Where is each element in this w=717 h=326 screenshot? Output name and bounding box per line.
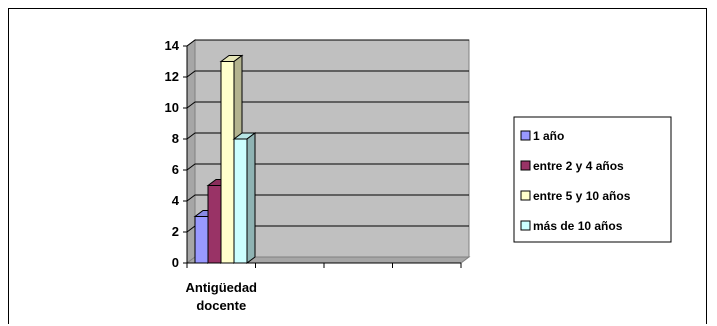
legend-box [513, 116, 672, 243]
legend-swatch [520, 220, 531, 231]
legend-swatch [520, 160, 531, 171]
legend-swatch [520, 130, 531, 141]
y-tick-label: 10 [165, 100, 179, 115]
legend-label: más de 10 años [533, 219, 623, 233]
gridline [186, 132, 469, 140]
chart-frame: 0 2 4 6 8 10 12 14 Antigüedad docente 1 año entre 2… [8, 8, 707, 324]
legend-label: entre 5 y 10 años [533, 189, 631, 203]
legend-label: 1 año [533, 129, 564, 143]
y-tick-label: 0 [172, 255, 179, 270]
y-tick-label: 14 [165, 38, 180, 53]
y-tick-label: 2 [172, 224, 179, 239]
bar [207, 185, 222, 264]
bar [233, 138, 248, 264]
gridline [186, 101, 469, 109]
y-tick-label: 8 [172, 131, 179, 146]
gridline [186, 39, 469, 47]
x-category-label: Antigüedad [186, 280, 258, 295]
bar-chart: 0 2 4 6 8 10 12 14 Antigüedad docente 1 año entre 2… [165, 38, 672, 313]
legend: 1 año entre 2 y 4 años entre 5 y 10 años má… [513, 116, 672, 243]
y-tick-label: 4 [172, 193, 180, 208]
bar [194, 216, 209, 264]
bar-side [246, 132, 256, 264]
y-tick-label: 12 [165, 69, 179, 84]
gridline [186, 194, 469, 202]
x-category-label: docente [196, 298, 246, 313]
gridline [186, 163, 469, 171]
y-tick-label: 6 [172, 162, 179, 177]
bar [220, 61, 235, 264]
legend-swatch [520, 190, 531, 201]
gridline [186, 70, 469, 78]
legend-label: entre 2 y 4 años [533, 159, 624, 173]
